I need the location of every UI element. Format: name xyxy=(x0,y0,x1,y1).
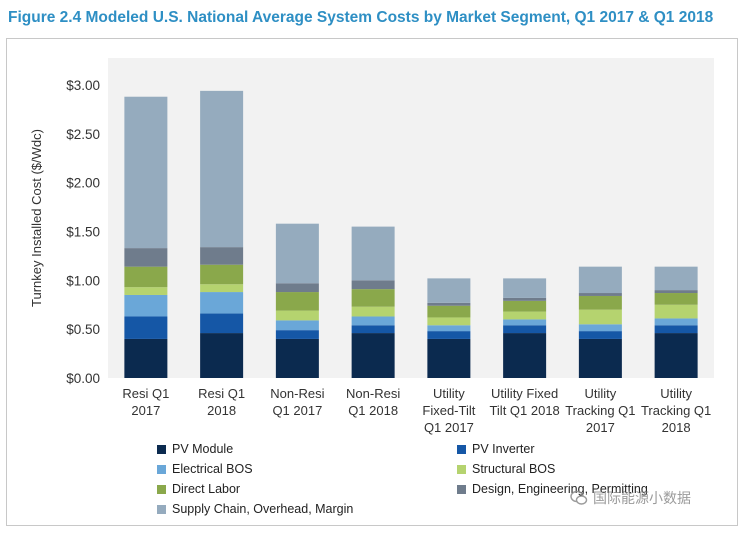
bar-segment xyxy=(124,248,168,267)
bar-segment xyxy=(124,316,168,339)
bar-segment xyxy=(351,333,395,378)
y-tick-label: $3.00 xyxy=(66,78,100,93)
bar-segment xyxy=(654,290,698,294)
bar-segment xyxy=(427,338,471,378)
bar-segment xyxy=(578,309,622,325)
bar-segment xyxy=(275,330,319,339)
bar-segment xyxy=(503,297,547,301)
x-tick-label: 2017 xyxy=(586,420,615,435)
bar-segment xyxy=(578,324,622,332)
bar-segment xyxy=(351,325,395,334)
bar-segment xyxy=(351,226,395,281)
x-tick-label: Fixed-Tilt xyxy=(422,403,475,418)
y-axis-label: Turnkey Installed Cost ($/Wdc) xyxy=(29,129,44,307)
bar-segment xyxy=(503,325,547,334)
bar-segment xyxy=(275,320,319,331)
x-tick-label: 2017 xyxy=(131,403,160,418)
bar-segment xyxy=(200,90,244,248)
x-tick-label: Utility xyxy=(660,386,692,401)
bar-segment xyxy=(503,319,547,326)
bar-segment xyxy=(654,325,698,334)
x-tick-label: Tracking Q1 xyxy=(641,403,711,418)
bar-segment xyxy=(124,294,168,317)
bar-segment xyxy=(427,305,471,318)
y-tick-label: $1.00 xyxy=(66,273,100,288)
bar-segment xyxy=(503,300,547,312)
x-tick-label: Non-Resi xyxy=(270,386,324,401)
bar-segment xyxy=(503,311,547,320)
bar-segment xyxy=(427,302,471,306)
x-tick-label: Tracking Q1 xyxy=(565,403,635,418)
bar-segment xyxy=(200,247,244,265)
y-tick-label: $2.00 xyxy=(66,176,100,191)
bar-segment xyxy=(200,313,244,334)
x-tick-label: Q1 2017 xyxy=(424,420,474,435)
bar-segment xyxy=(275,292,319,311)
bar-segment xyxy=(654,304,698,319)
watermark-text: 国际能源小数据 xyxy=(593,491,691,507)
bars xyxy=(124,90,698,378)
bar-segment xyxy=(124,266,168,288)
bar-segment xyxy=(503,333,547,378)
x-tick-label: Non-Resi xyxy=(346,386,400,401)
watermark: 国际能源小数据 xyxy=(570,488,691,508)
bar-segment xyxy=(200,264,244,285)
bar-segment xyxy=(427,331,471,339)
bar-segment xyxy=(351,306,395,317)
y-tick-label: $0.00 xyxy=(66,371,100,386)
bar-segment xyxy=(654,293,698,305)
bar-segment xyxy=(578,331,622,339)
bar-segment xyxy=(124,96,168,249)
bar-segment xyxy=(275,223,319,284)
x-tick-label: Resi Q1 xyxy=(122,386,169,401)
x-tick-label: Utility xyxy=(433,386,465,401)
y-tick-label: $0.50 xyxy=(66,322,100,337)
x-tick-label: 2018 xyxy=(662,420,691,435)
bar-segment xyxy=(275,283,319,293)
bar-segment xyxy=(275,310,319,321)
bar-segment xyxy=(503,278,547,298)
bar-segment xyxy=(427,317,471,326)
x-tick-label: Utility xyxy=(584,386,616,401)
bar-segment xyxy=(124,287,168,295)
x-tick-label: 2018 xyxy=(207,403,236,418)
bar-segment xyxy=(275,338,319,378)
bar-segment xyxy=(200,333,244,378)
x-tick-label: Q1 2017 xyxy=(272,403,322,418)
y-tick-label: $2.50 xyxy=(66,127,100,142)
bar-segment xyxy=(427,325,471,332)
bar-segment xyxy=(578,295,622,310)
bar-segment xyxy=(351,280,395,290)
plot-area xyxy=(108,58,714,378)
bar-segment xyxy=(578,293,622,296)
wechat-icon xyxy=(570,490,588,505)
bar-segment xyxy=(351,289,395,307)
bar-segment xyxy=(578,266,622,294)
x-tick-label: Q1 2018 xyxy=(348,403,398,418)
bar-segment xyxy=(578,338,622,378)
bar-segment xyxy=(427,278,471,303)
x-tick-label: Resi Q1 xyxy=(198,386,245,401)
chart-title: Figure 2.4 Modeled U.S. National Average… xyxy=(8,9,714,26)
x-axis: Resi Q1 2017 Resi Q1 2018 Non-Resi Q1 2017 Non… xyxy=(122,386,711,435)
x-tick-label: Utility Fixed xyxy=(491,386,558,401)
bar-segment xyxy=(351,316,395,326)
bar-segment xyxy=(654,266,698,291)
bar-segment xyxy=(124,338,168,378)
y-axis: $0.00 $0.50 $1.00 $1.50 $2.00 $2.50 $3.00 xyxy=(66,78,100,386)
bar-segment xyxy=(200,284,244,293)
bar-segment xyxy=(200,292,244,314)
x-tick-label: Tilt Q1 2018 xyxy=(489,403,559,418)
y-tick-label: $1.50 xyxy=(66,225,100,240)
bar-segment xyxy=(654,318,698,326)
bar-segment xyxy=(654,333,698,378)
